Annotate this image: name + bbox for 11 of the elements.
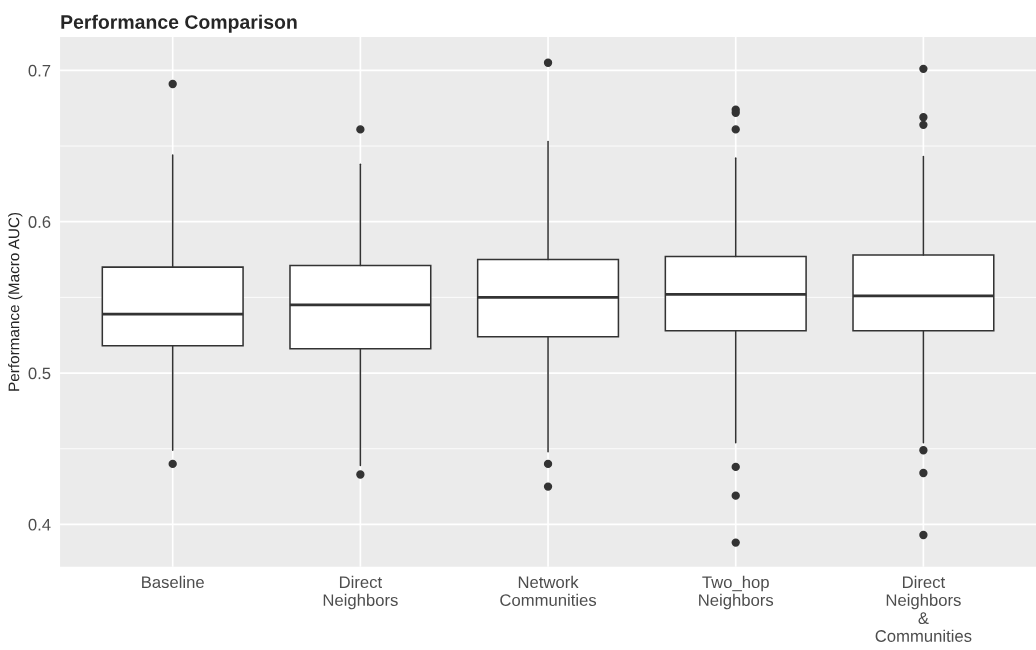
- y-tick-label: 0.6: [28, 216, 51, 228]
- x-tick-label: Network Communities: [500, 575, 597, 607]
- y-tick-label: 0.5: [28, 367, 51, 380]
- y-axis-title: Performance (Macro AUC): [8, 212, 23, 391]
- x-tick-label: Baseline: [142, 575, 204, 589]
- chart-title: Performance Comparison: [61, 14, 297, 33]
- y-tick-label: 0.4: [28, 518, 51, 531]
- x-tick-label: Direct Neighbors & Communities: [875, 575, 972, 642]
- y-tick-label: 0.7: [28, 64, 51, 77]
- x-tick-label: Direct Neighbors: [323, 575, 398, 610]
- x-tick-label: Two_hop Neighbors: [699, 575, 774, 610]
